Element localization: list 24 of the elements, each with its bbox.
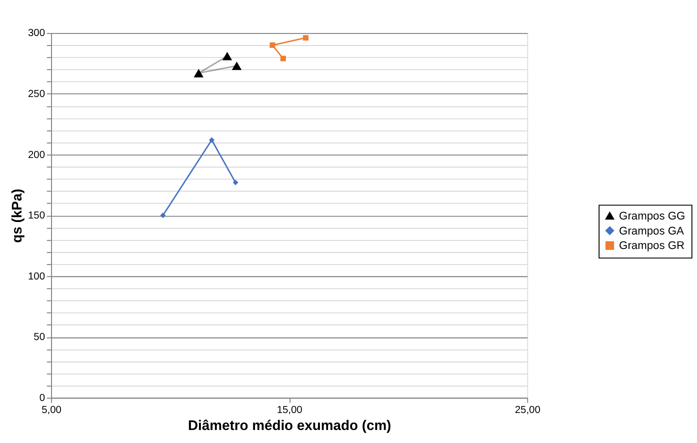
point [160,212,166,218]
y-tick-label: 150 [28,210,46,222]
y-tick-label: 200 [28,150,46,161]
point [232,62,242,70]
x-tick-label: 25,00 [514,405,541,416]
point [232,180,238,186]
y-tick-label: 300 [28,28,46,40]
point [303,35,309,41]
legend-label: Grampos GR [619,240,685,252]
point [270,42,276,48]
x-axis-title: Diâmetro médio exumado (cm) [188,416,392,433]
y-tick-label: 100 [28,271,46,282]
x-tick-label: 15,00 [276,405,303,416]
x-tick-label: 5,00 [42,405,62,416]
point [208,137,214,143]
y-tick-label: 50 [34,332,46,344]
legend-label: Grampos GG [619,210,686,223]
point [280,56,286,62]
y-axis-title: qs (kPa) [8,188,24,243]
point [194,68,204,78]
legend-label: Grampos GA [619,225,685,238]
y-tick-label: 0 [39,392,46,404]
point [222,52,232,60]
y-tick-label: 250 [28,89,46,100]
